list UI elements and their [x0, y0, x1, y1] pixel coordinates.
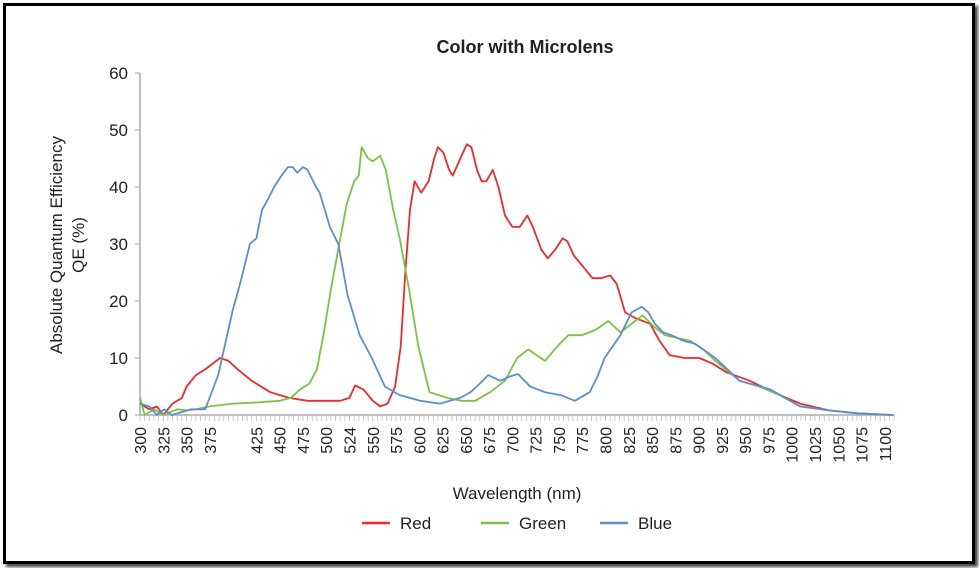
legend-label-green: Green [519, 514, 566, 533]
x-tick-label: 350 [180, 427, 197, 454]
x-tick-label: 524 [342, 427, 359, 454]
chart-frame [3, 3, 975, 564]
y-axis-label-line2: QE (%) [69, 217, 88, 273]
x-tick-label: 625 [436, 427, 453, 454]
x-tick-label: 850 [645, 427, 662, 454]
y-tick-label: 60 [109, 64, 128, 83]
legend-label-red: Red [400, 514, 431, 533]
x-tick-label: 650 [459, 427, 476, 454]
x-tick-label: 1050 [831, 427, 848, 463]
y-tick-label: 40 [109, 178, 128, 197]
x-tick-label: 425 [249, 427, 266, 454]
x-tick-label: 600 [412, 427, 429, 454]
x-tick-label: 1025 [808, 427, 825, 463]
x-tick-label: 875 [668, 427, 685, 454]
x-tick-label: 325 [156, 427, 173, 454]
x-tick-label: 575 [389, 427, 406, 454]
x-tick-label: 900 [692, 427, 709, 454]
y-axis-label-line1: Absolute Quantum Efficiency [47, 136, 66, 354]
chart-title: Color with Microlens [436, 37, 613, 57]
x-tick-label: 450 [273, 427, 290, 454]
x-tick-label: 675 [482, 427, 499, 454]
x-tick-label: 500 [319, 427, 336, 454]
x-tick-label: 950 [738, 427, 755, 454]
x-tick-label: 925 [715, 427, 732, 454]
x-tick-label: 1075 [855, 427, 872, 463]
x-tick-label: 750 [552, 427, 569, 454]
x-tick-label: 550 [366, 427, 383, 454]
axes: 0 10 20 30 40 50 60 300 325 350 375 425 450 475 500 524… [109, 64, 895, 463]
x-tick-label: 300 [133, 427, 150, 454]
x-tick-label: 775 [575, 427, 592, 454]
legend: Red Green Blue [362, 514, 672, 533]
y-tick-label: 20 [109, 292, 128, 311]
x-axis-label: Wavelength (nm) [453, 484, 582, 503]
y-tick-label: 0 [119, 406, 128, 425]
x-tick-label: 800 [599, 427, 616, 454]
y-tick-label: 10 [109, 349, 128, 368]
series-line-blue [139, 166, 894, 416]
y-tick-label: 50 [109, 121, 128, 140]
x-tick-label: 375 [203, 427, 220, 454]
series-lines [139, 143, 894, 416]
series-line-red [139, 143, 894, 416]
x-tick-label: 725 [529, 427, 546, 454]
x-tick-label: 825 [622, 427, 639, 454]
legend-label-blue: Blue [638, 514, 672, 533]
x-tick-label: 1100 [878, 427, 895, 462]
x-tick-label: 975 [761, 427, 778, 454]
y-tick-label: 30 [109, 235, 128, 254]
x-tick-label: 700 [505, 427, 522, 454]
x-tick-label: 1000 [785, 427, 802, 463]
x-tick-label: 475 [296, 427, 313, 454]
